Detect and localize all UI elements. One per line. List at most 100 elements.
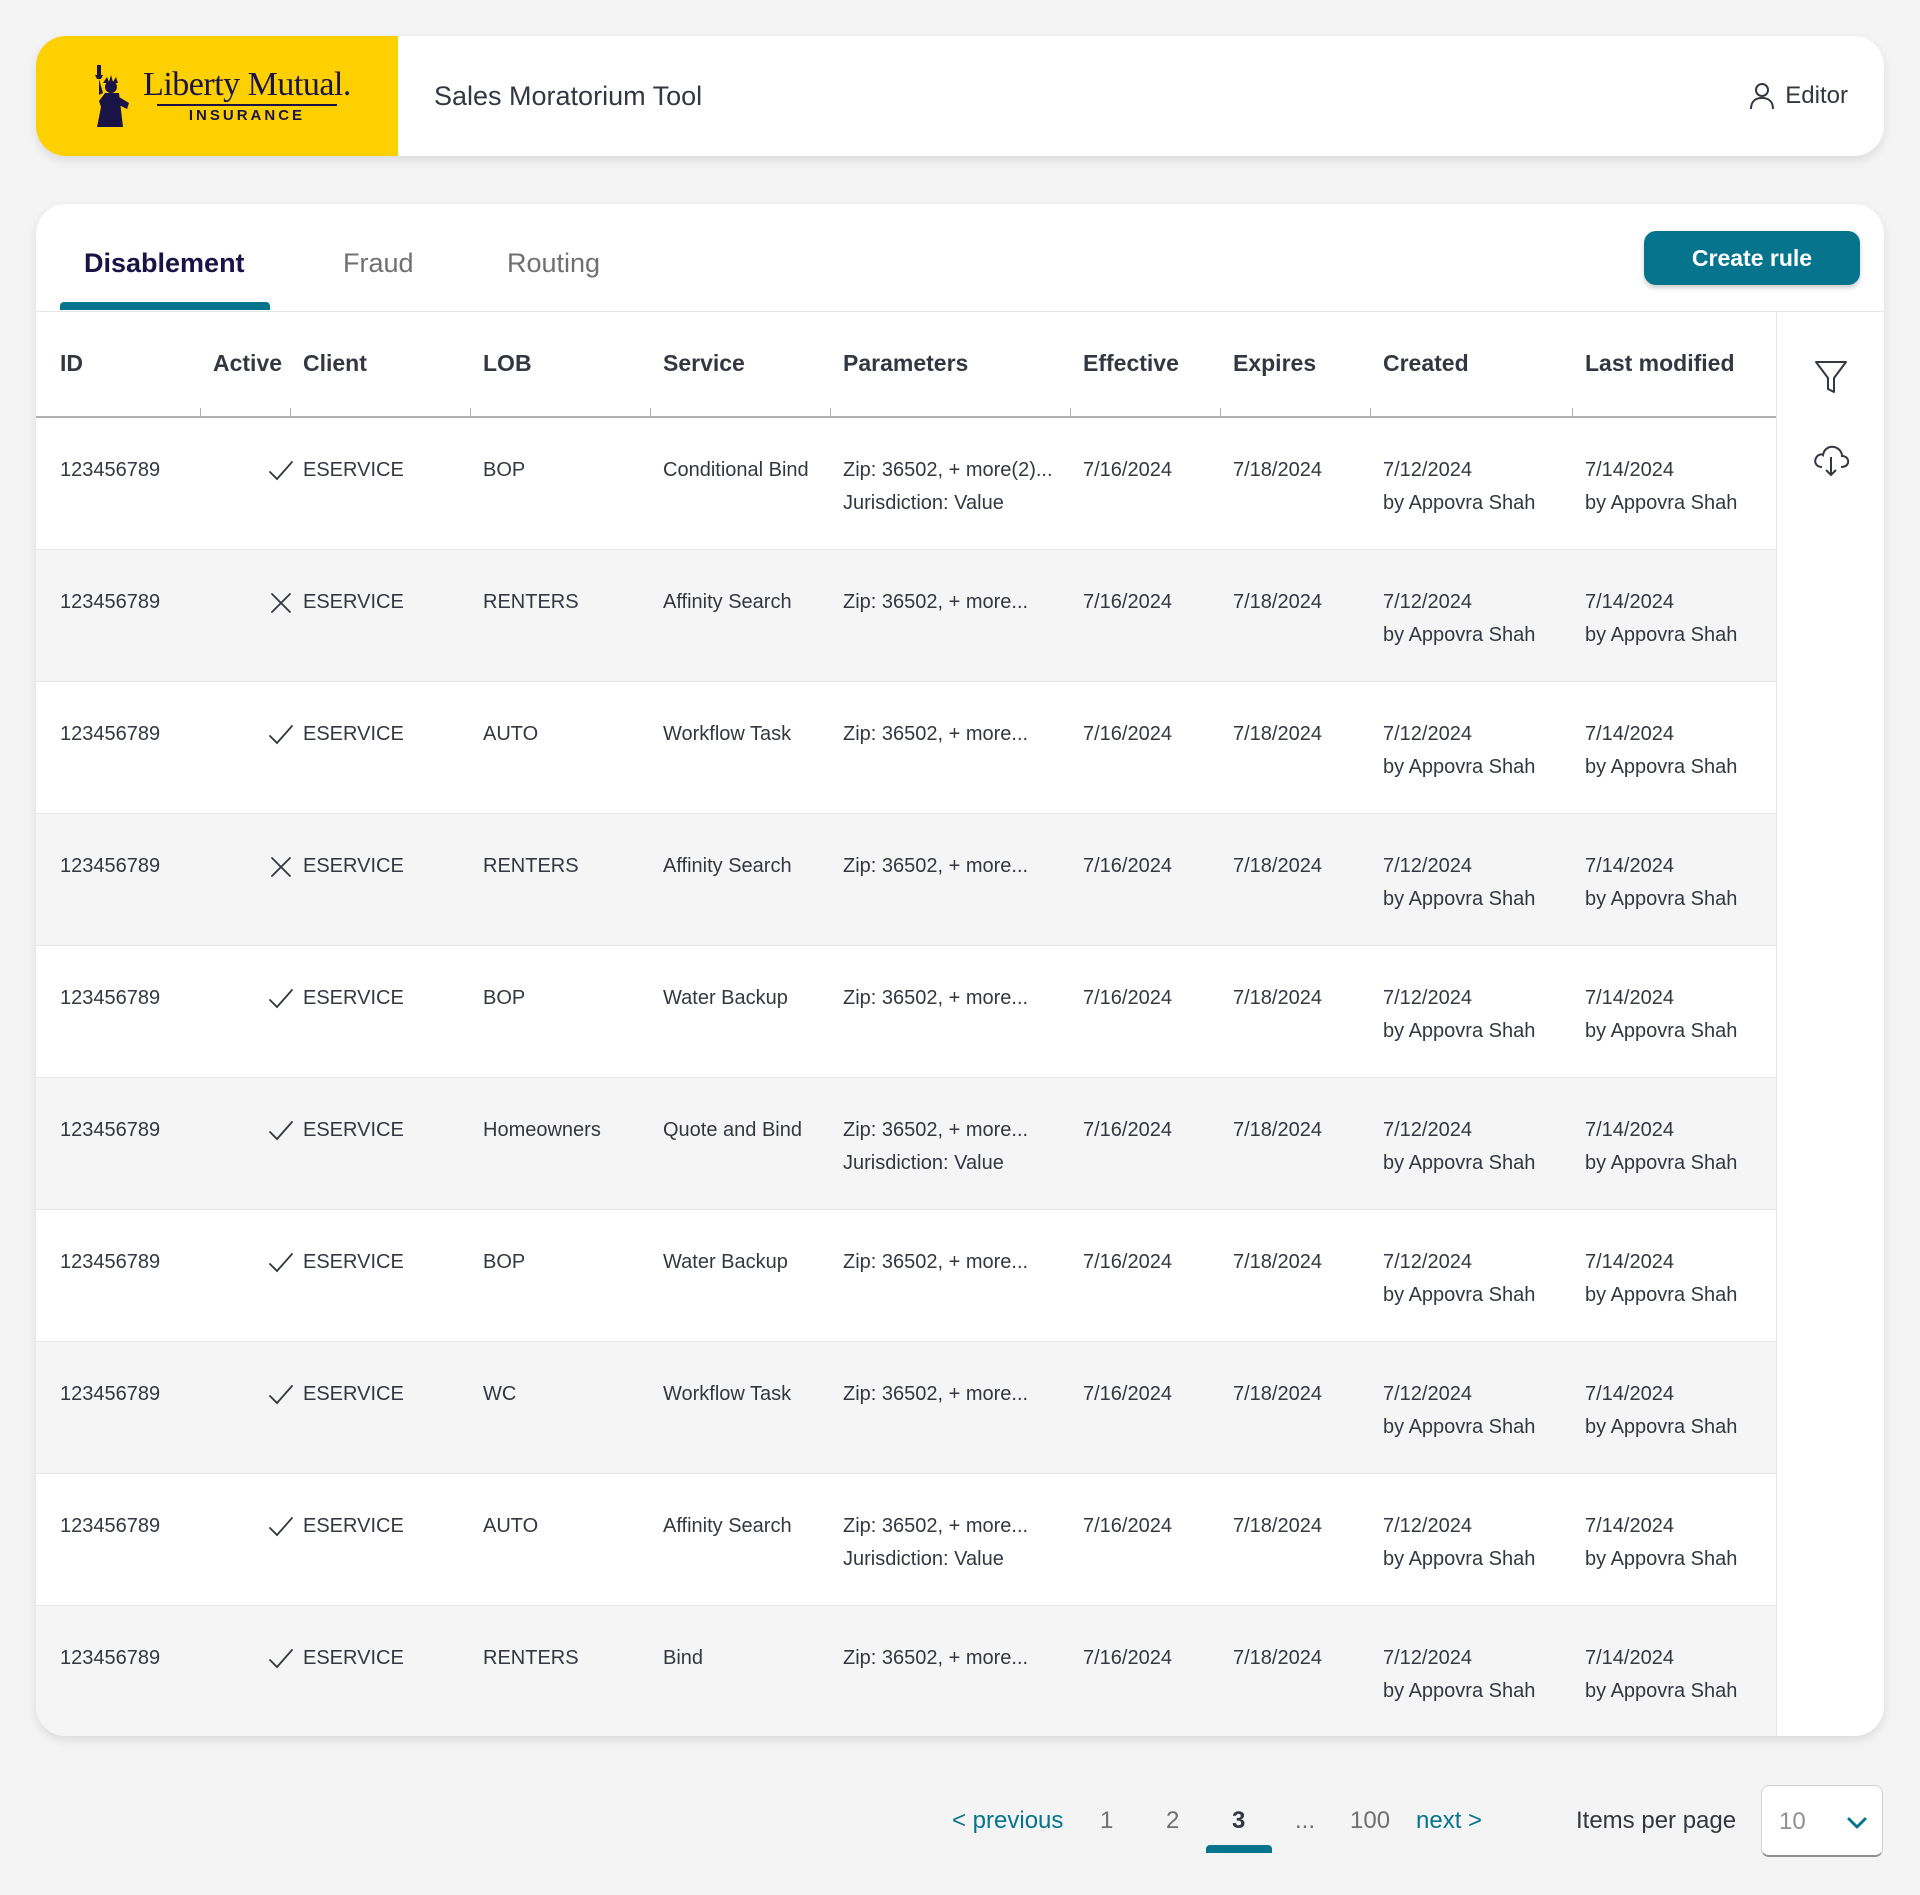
- table-row[interactable]: 123456789 ESERVICE BOP Water Backup 7/16/202…: [36, 1210, 1776, 1342]
- cell-created-line1: 7/12/2024: [1383, 855, 1472, 877]
- column-header-active[interactable]: Active: [213, 350, 283, 376]
- cell-created: 7/12/2024 by Appovra Shah: [1383, 1246, 1535, 1312]
- cell-last-modified-line1: 7/14/2024: [1585, 1515, 1674, 1537]
- column-header-client[interactable]: Client: [303, 350, 367, 376]
- column-divider: [650, 408, 651, 416]
- cell-parameters: Zip: 36502, + more...: [843, 1246, 1028, 1279]
- cell-id: 123456789: [60, 591, 161, 613]
- cell-last-modified-line2: by Appovra Shah: [1585, 1680, 1738, 1702]
- pagination-page-100[interactable]: 100: [1350, 1807, 1391, 1834]
- cell-parameters-line2: Jurisdiction: Value: [843, 1548, 1004, 1570]
- cell-service: Workflow Task: [663, 723, 792, 745]
- cell-expires: 7/18/2024: [1233, 1647, 1322, 1669]
- cell-created-line2: by Appovra Shah: [1383, 756, 1536, 778]
- cell-last-modified: 7/14/2024 by Appovra Shah: [1585, 982, 1737, 1048]
- create-rule-button[interactable]: Create rule: [1644, 231, 1860, 285]
- column-header-lob[interactable]: LOB: [483, 350, 532, 376]
- cell-last-modified-line1: 7/14/2024: [1585, 591, 1674, 613]
- tab-fraud[interactable]: Fraud: [343, 248, 414, 278]
- table-row[interactable]: 123456789 ESERVICE WC Workflow Task 7/16/202…: [36, 1342, 1776, 1474]
- cell-lob: RENTERS: [483, 855, 579, 877]
- tab-bar: Disablement Fraud Routing Create rule: [36, 204, 1884, 312]
- statue-of-liberty-icon: [95, 65, 130, 127]
- column-header-id[interactable]: ID: [60, 350, 83, 376]
- table-row[interactable]: 123456789 ESERVICE RENTERS Affinity Search 7…: [36, 550, 1776, 682]
- column-header-service[interactable]: Service: [663, 350, 745, 376]
- cell-id: 123456789: [60, 459, 161, 481]
- chevron-down-icon: [1847, 1817, 1867, 1829]
- cell-service: Bind: [663, 1647, 704, 1669]
- cell-last-modified: 7/14/2024 by Appovra Shah: [1585, 1642, 1737, 1708]
- cell-created-line2: by Appovra Shah: [1383, 1020, 1536, 1042]
- cell-service: Conditional Bind: [663, 459, 809, 481]
- table-row[interactable]: 123456789 ESERVICE RENTERS Bind 7/16/2024 7/1…: [36, 1606, 1776, 1736]
- column-header-created[interactable]: Created: [1383, 350, 1469, 376]
- cell-client: ESERVICE: [303, 855, 404, 877]
- checkmark-icon: [269, 725, 293, 745]
- table-row[interactable]: 123456789 ESERVICE Homeowners Quote and Bin…: [36, 1078, 1776, 1210]
- cell-created-line2: by Appovra Shah: [1383, 888, 1536, 910]
- cell-id: 123456789: [60, 1119, 161, 1141]
- cell-last-modified: 7/14/2024 by Appovra Shah: [1585, 1246, 1737, 1312]
- liberty-mutual-logo[interactable]: Liberty Mutual. INSURANCE: [36, 36, 398, 156]
- cell-parameters-line1: Zip: 36502, + more...: [843, 855, 1029, 877]
- x-icon: [271, 857, 291, 877]
- cell-client: ESERVICE: [303, 723, 404, 745]
- column-header-last-modified[interactable]: Last modified: [1585, 350, 1735, 376]
- table-row[interactable]: 123456789 ESERVICE AUTO Affinity Search 7/16…: [36, 1474, 1776, 1606]
- table-row[interactable]: 123456789 ESERVICE BOP Conditional Bind 7/16…: [36, 418, 1776, 550]
- cell-service: Quote and Bind: [663, 1119, 802, 1141]
- cell-last-modified-line2: by Appovra Shah: [1585, 1020, 1738, 1042]
- user-menu[interactable]: Editor: [1749, 36, 1848, 156]
- cell-service: Water Backup: [663, 1251, 788, 1273]
- cell-parameters-line1: Zip: 36502, + more...: [843, 591, 1029, 613]
- active-tab-indicator: [60, 302, 270, 310]
- cloud-download-icon[interactable]: [1811, 440, 1851, 480]
- pagination-previous-link[interactable]: < previous: [952, 1807, 1064, 1834]
- user-role-label: Editor: [1785, 82, 1848, 109]
- cell-last-modified: 7/14/2024 by Appovra Shah: [1585, 1114, 1737, 1180]
- cell-created: 7/12/2024 by Appovra Shah: [1383, 718, 1535, 784]
- items-per-page-select[interactable]: 10: [1761, 1785, 1883, 1857]
- pagination-next-link[interactable]: next >: [1416, 1807, 1483, 1834]
- filter-icon[interactable]: [1811, 356, 1851, 396]
- table-row[interactable]: 123456789 ESERVICE RENTERS Affinity Search 7…: [36, 814, 1776, 946]
- table-row[interactable]: 123456789 ESERVICE AUTO Workflow Task 7/16/2…: [36, 682, 1776, 814]
- pagination-page-1[interactable]: 1: [1100, 1807, 1114, 1834]
- cell-parameters-line2: Jurisdiction: Value: [843, 492, 1004, 514]
- checkmark-icon: [269, 1649, 293, 1669]
- cell-last-modified-line1: 7/14/2024: [1585, 1647, 1674, 1669]
- cell-last-modified-line1: 7/14/2024: [1585, 1251, 1674, 1273]
- cell-effective: 7/16/2024: [1083, 1119, 1172, 1141]
- cell-last-modified: 7/14/2024 by Appovra Shah: [1585, 586, 1737, 652]
- cell-last-modified: 7/14/2024 by Appovra Shah: [1585, 850, 1737, 916]
- table-row[interactable]: 123456789 ESERVICE BOP Water Backup 7/16/202…: [36, 946, 1776, 1078]
- cell-created-line2: by Appovra Shah: [1383, 1284, 1536, 1306]
- checkmark-icon: [269, 1517, 293, 1537]
- cell-lob: BOP: [483, 459, 526, 481]
- cell-client: ESERVICE: [303, 1251, 404, 1273]
- checkmark-icon: [269, 1385, 293, 1405]
- column-header-expires[interactable]: Expires: [1233, 350, 1317, 376]
- cell-lob: RENTERS: [483, 1647, 579, 1669]
- cell-created-line1: 7/12/2024: [1383, 987, 1472, 1009]
- cell-effective: 7/16/2024: [1083, 591, 1172, 613]
- tab-disablement[interactable]: Disablement: [84, 248, 245, 278]
- logo-brand-text: Liberty Mutual.: [143, 66, 351, 103]
- pagination-page-3[interactable]: 3: [1232, 1807, 1246, 1834]
- cell-parameters-line1: Zip: 36502, + more...: [843, 1383, 1029, 1405]
- cell-effective: 7/16/2024: [1083, 723, 1172, 745]
- cell-lob: AUTO: [483, 1515, 539, 1537]
- cell-created-line1: 7/12/2024: [1383, 1515, 1472, 1537]
- column-divider: [200, 408, 201, 416]
- cell-created-line1: 7/12/2024: [1383, 1251, 1472, 1273]
- user-icon: [1750, 83, 1775, 110]
- cell-created-line2: by Appovra Shah: [1383, 1680, 1536, 1702]
- column-header-effective[interactable]: Effective: [1083, 350, 1179, 376]
- pagination-page-2[interactable]: 2: [1166, 1807, 1180, 1834]
- cell-last-modified-line1: 7/14/2024: [1585, 987, 1674, 1009]
- app-header: Liberty Mutual. INSURANCE Sales Moratori…: [36, 36, 1884, 156]
- tab-routing[interactable]: Routing: [507, 248, 601, 278]
- column-header-parameters[interactable]: Parameters: [843, 350, 969, 376]
- logo-sub-text: INSURANCE: [188, 107, 306, 124]
